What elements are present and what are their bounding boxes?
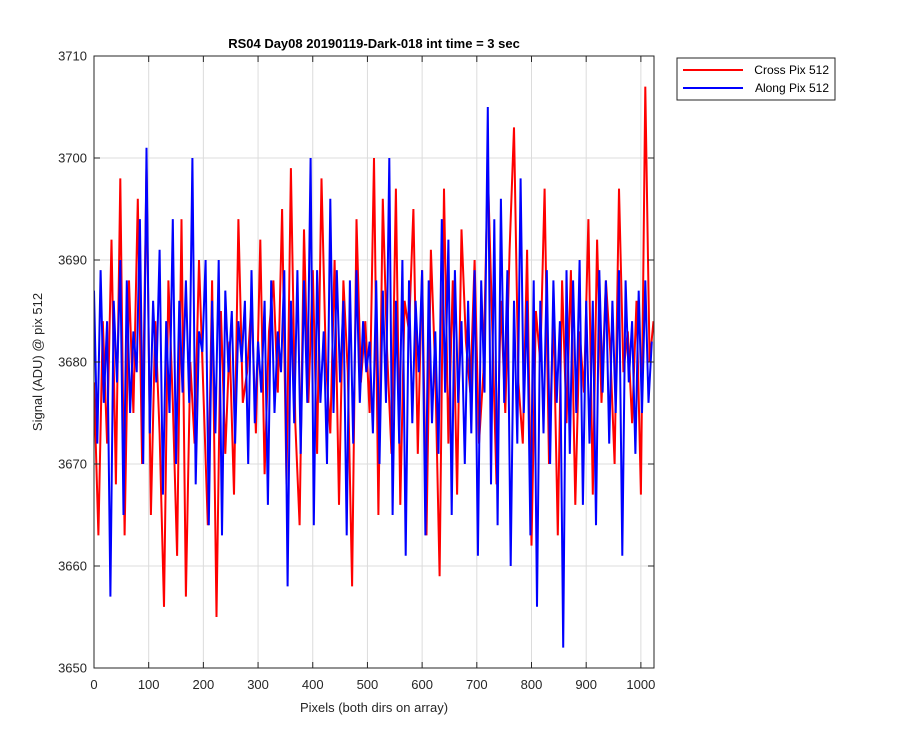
y-tick-label: 3660	[58, 559, 87, 574]
x-tick-label: 100	[138, 677, 160, 692]
y-tick-label: 3680	[58, 355, 87, 370]
y-tick-label: 3670	[58, 457, 87, 472]
x-tick-label: 200	[193, 677, 215, 692]
legend-label: Cross Pix 512	[754, 63, 829, 77]
x-tick-label: 500	[357, 677, 379, 692]
x-tick-label: 800	[521, 677, 543, 692]
x-tick-label: 0	[90, 677, 97, 692]
y-tick-label: 3700	[58, 151, 87, 166]
legend-label: Along Pix 512	[755, 81, 829, 95]
x-tick-label: 400	[302, 677, 324, 692]
axis-ticks: 0 100 200 300 400 500 600 700 800 900 1000 3650 3660…	[58, 49, 655, 693]
legend: Cross Pix 512 Along Pix 512	[676, 57, 836, 101]
x-axis-label: Pixels (both dirs on array)	[300, 700, 448, 715]
x-tick-label: 900	[575, 677, 597, 692]
series-group	[94, 86, 654, 648]
x-tick-label: 700	[466, 677, 488, 692]
x-tick-label: 600	[411, 677, 433, 692]
x-tick-label: 300	[247, 677, 269, 692]
series-line-along-pix	[94, 106, 653, 648]
y-tick-label: 3650	[58, 661, 87, 676]
y-axis-label: Signal (ADU) @ pix 512	[30, 293, 45, 431]
chart-title: RS04 Day08 20190119-Dark-018 int time = …	[228, 36, 520, 51]
x-tick-label: 1000	[626, 677, 655, 692]
y-tick-label: 3710	[58, 49, 87, 64]
y-tick-label: 3690	[58, 253, 87, 268]
legend-box	[676, 57, 836, 101]
